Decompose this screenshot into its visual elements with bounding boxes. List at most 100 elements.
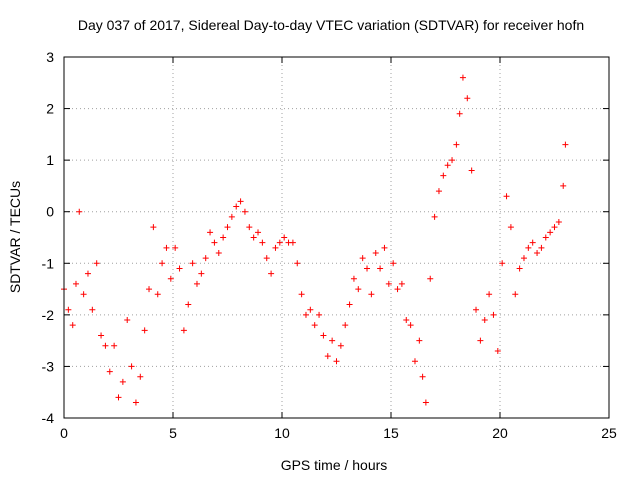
data-point	[342, 322, 349, 329]
data-point	[350, 275, 357, 282]
data-point	[167, 275, 174, 282]
data-point	[141, 327, 148, 334]
data-point	[534, 249, 541, 256]
data-point	[237, 198, 244, 205]
data-point	[289, 239, 296, 246]
data-point	[69, 322, 76, 329]
data-point	[459, 74, 466, 81]
data-point	[84, 270, 91, 277]
data-point	[449, 157, 456, 164]
data-point	[294, 260, 301, 267]
data-point	[207, 229, 214, 236]
axis-ticks: 0 5 10 15 20 25 -4 -3 -2 -1 0 1 2 3	[42, 49, 617, 441]
data-point	[115, 394, 122, 401]
data-point	[128, 363, 135, 370]
data-point	[490, 311, 497, 318]
y-tick-label: 1	[46, 152, 54, 168]
data-point	[440, 172, 447, 179]
data-point	[111, 342, 118, 349]
data-point	[503, 193, 510, 200]
data-point	[298, 291, 305, 298]
data-point	[198, 270, 205, 277]
data-point	[76, 208, 83, 215]
data-point	[163, 244, 170, 251]
data-point	[481, 317, 488, 324]
data-point	[473, 306, 480, 313]
data-point	[529, 239, 536, 246]
data-point	[468, 167, 475, 174]
data-point	[507, 224, 514, 231]
data-point	[555, 219, 562, 226]
data-point	[220, 234, 227, 241]
data-point	[346, 301, 353, 308]
data-point	[132, 399, 139, 406]
x-tick-label: 25	[601, 425, 617, 441]
data-point	[150, 224, 157, 231]
data-point	[477, 337, 484, 344]
plot-frame	[63, 56, 610, 419]
y-tick-label: 0	[46, 204, 54, 220]
data-point	[551, 224, 558, 231]
data-point	[390, 260, 397, 267]
data-point	[320, 332, 327, 339]
data-point	[562, 141, 569, 148]
data-point	[394, 286, 401, 293]
y-tick-label: -4	[42, 410, 55, 426]
data-point	[268, 270, 275, 277]
data-point	[89, 306, 96, 313]
data-point	[193, 280, 200, 287]
data-point	[180, 327, 187, 334]
data-point	[381, 244, 388, 251]
data-point	[98, 332, 105, 339]
grid	[64, 57, 609, 418]
data-point	[276, 239, 283, 246]
data-point	[119, 378, 126, 385]
x-tick-label: 20	[492, 425, 508, 441]
data-point	[516, 265, 523, 272]
y-tick-label: -1	[42, 255, 55, 271]
chart-title: Day 037 of 2017, Sidereal Day-to-day VTE…	[78, 17, 584, 33]
data-point	[185, 301, 192, 308]
data-point	[124, 317, 131, 324]
data-point	[499, 260, 506, 267]
data-point	[154, 291, 161, 298]
data-point	[355, 286, 362, 293]
y-tick-label: -2	[42, 307, 55, 323]
data-point	[241, 208, 248, 215]
data-point	[407, 322, 414, 329]
data-point	[215, 249, 222, 256]
data-point	[324, 353, 331, 360]
data-layer	[61, 74, 569, 406]
data-point	[512, 291, 519, 298]
data-point	[259, 239, 266, 246]
data-point	[281, 234, 288, 241]
data-point	[525, 244, 532, 251]
data-point	[263, 255, 270, 262]
y-axis-label: SDTVAR / TECUs	[7, 181, 23, 293]
data-point	[456, 110, 463, 117]
x-axis-label: GPS time / hours	[281, 457, 388, 473]
data-point	[416, 337, 423, 344]
data-point	[250, 234, 257, 241]
data-point	[385, 280, 392, 287]
data-point	[520, 255, 527, 262]
y-tick-label: 3	[46, 49, 54, 65]
data-point	[224, 224, 231, 231]
data-point	[377, 265, 384, 272]
data-point	[189, 260, 196, 267]
y-tick-label: 2	[46, 101, 54, 117]
data-point	[411, 358, 418, 365]
data-point	[272, 244, 279, 251]
data-point	[172, 244, 179, 251]
data-point	[302, 311, 309, 318]
data-point	[337, 342, 344, 349]
data-point	[431, 213, 438, 220]
data-point	[106, 368, 113, 375]
x-tick-label: 5	[169, 425, 177, 441]
x-tick-label: 15	[383, 425, 399, 441]
x-tick-label: 0	[60, 425, 68, 441]
data-point	[372, 249, 379, 256]
data-point	[368, 291, 375, 298]
